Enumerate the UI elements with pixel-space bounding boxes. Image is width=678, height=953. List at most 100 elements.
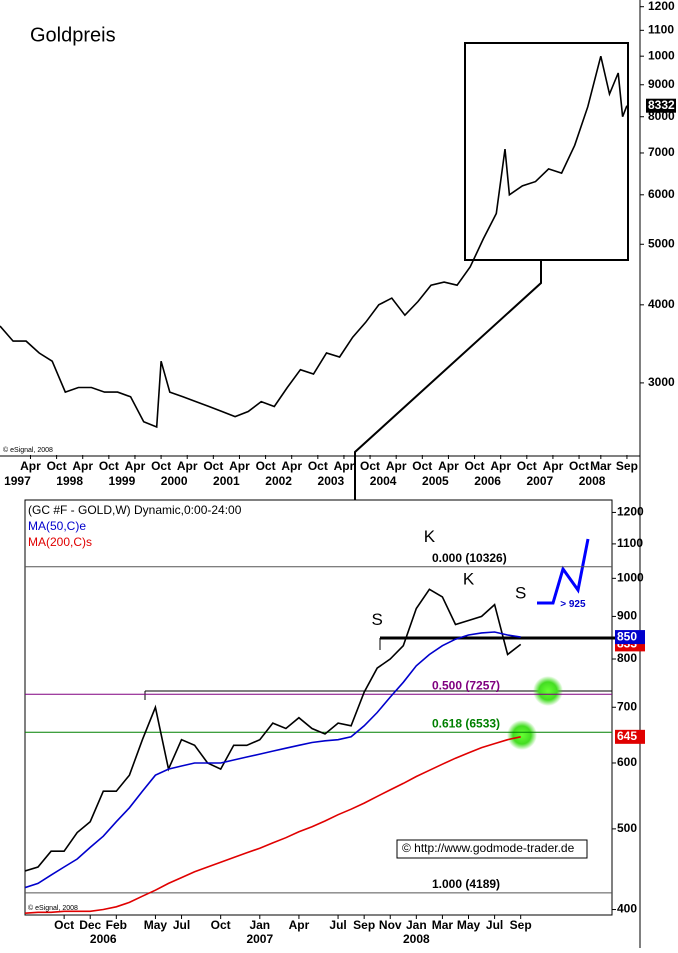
x-tick-label: Oct (308, 459, 328, 473)
x-tick-label: Apr (229, 459, 250, 473)
end-label-box (615, 729, 645, 744)
x-year-label: 1999 (109, 474, 136, 488)
fib-label: 1.000 (4189) (432, 877, 500, 891)
end-label-box (615, 630, 645, 645)
y-tick-label: 1200 (648, 0, 675, 13)
end-label-box (646, 98, 676, 113)
y-tick-label: 1000 (617, 571, 644, 585)
annotation: > 925 (560, 599, 586, 610)
x-tick-label: Apr (438, 459, 459, 473)
credit-box (396, 839, 588, 859)
credit: © http://www.godmode-trader.de (402, 841, 575, 855)
chart-title: Goldpreis (30, 24, 116, 46)
x-year-label: 2008 (579, 474, 606, 488)
y-tick-label: 700 (617, 699, 637, 713)
x-tick-label: Dec (79, 918, 101, 932)
x-tick-label: Sep (353, 918, 375, 932)
fib-label: 0.000 (10326) (432, 551, 507, 565)
x-tick-label: Oct (465, 459, 485, 473)
source: © eSignal, 2008 (28, 904, 78, 912)
target-marker (507, 720, 537, 750)
x-tick-label: Apr (177, 459, 198, 473)
series-line (25, 588, 522, 872)
x-tick-label: Oct (151, 459, 171, 473)
x-tick-label: Oct (256, 459, 276, 473)
y-tick-label: 4000 (648, 297, 675, 311)
fib-label: 0.618 (6533) (432, 716, 500, 730)
x-tick-label: Apr (72, 459, 93, 473)
annotation: K (463, 570, 475, 589)
x-tick-label: Apr (334, 459, 355, 473)
x-tick-label: Jul (486, 918, 503, 932)
x-tick-label: Apr (386, 459, 407, 473)
y-tick-label: 600 (617, 755, 637, 769)
x-tick-label: Apr (543, 459, 564, 473)
y-tick-label: 9000 (648, 77, 675, 91)
end-label: 645 (617, 729, 637, 743)
x-year-label: 2006 (474, 474, 501, 488)
x-year-label: 2007 (527, 474, 554, 488)
source: © eSignal, 2008 (3, 446, 53, 454)
x-year-label: 2004 (370, 474, 397, 488)
zoom-connector (354, 260, 542, 500)
x-tick-label: Oct (569, 459, 589, 473)
x-tick-label: Oct (412, 459, 432, 473)
x-year-label: 2006 (90, 932, 117, 946)
series-line (25, 736, 521, 914)
target-marker (533, 676, 563, 706)
x-year-label: 2001 (213, 474, 240, 488)
x-tick-label: Apr (289, 918, 310, 932)
series-line (0, 56, 628, 429)
y-tick-label: 5000 (648, 236, 675, 250)
x-year-label: 2003 (318, 474, 345, 488)
x-tick-label: Nov (379, 918, 402, 932)
x-year-label: 2005 (422, 474, 449, 488)
x-tick-label: Jan (406, 918, 427, 932)
chart-title: (GC #F - GOLD,W) Dynamic,0:00-24:00 (28, 503, 242, 517)
y-tick-label: 900 (617, 609, 637, 623)
annotation: S (515, 583, 526, 602)
x-tick-label: Jul (329, 918, 346, 932)
x-tick-label: Jul (173, 918, 190, 932)
x-tick-label: Sep (510, 918, 532, 932)
x-tick-label: Oct (47, 459, 67, 473)
x-year-label: 2002 (265, 474, 292, 488)
x-year-label: 2000 (161, 474, 188, 488)
y-tick-label: 1200 (617, 505, 644, 519)
x-year-label: 2008 (403, 932, 430, 946)
x-tick-label: May (457, 918, 481, 932)
x-tick-label: Mar (590, 459, 612, 473)
x-tick-label: Apr (281, 459, 302, 473)
x-tick-label: Jan (249, 918, 270, 932)
y-tick-label: 800 (617, 651, 637, 665)
x-tick-label: Oct (54, 918, 74, 932)
x-tick-label: Sep (616, 459, 638, 473)
x-tick-label: Apr (20, 459, 41, 473)
x-tick-label: Oct (99, 459, 119, 473)
y-tick-label: 400 (617, 902, 637, 916)
y-tick-label: 500 (617, 821, 637, 835)
y-tick-label: 7000 (648, 145, 675, 159)
x-year-label: 1998 (56, 474, 83, 488)
y-tick-label: 6000 (648, 187, 675, 201)
x-tick-label: May (144, 918, 168, 932)
x-year-label: 1997 (4, 474, 31, 488)
x-tick-label: Apr (490, 459, 511, 473)
x-tick-label: Mar (432, 918, 454, 932)
x-tick-label: Oct (360, 459, 380, 473)
projection (537, 538, 590, 605)
legend-entry: MA(50,C)e (28, 519, 86, 533)
x-tick-label: Feb (106, 918, 127, 932)
annotation: K (424, 527, 436, 546)
x-tick-label: Apr (125, 459, 146, 473)
x-tick-label: Oct (203, 459, 223, 473)
x-tick-label: Oct (211, 918, 231, 932)
y-tick-label: 1100 (617, 536, 643, 550)
fib-label: 0.500 (7257) (432, 678, 500, 692)
x-year-label: 2007 (246, 932, 273, 946)
y-tick-label: 3000 (648, 375, 675, 389)
series-line (25, 631, 521, 889)
y-tick-label: 1000 (648, 48, 675, 62)
